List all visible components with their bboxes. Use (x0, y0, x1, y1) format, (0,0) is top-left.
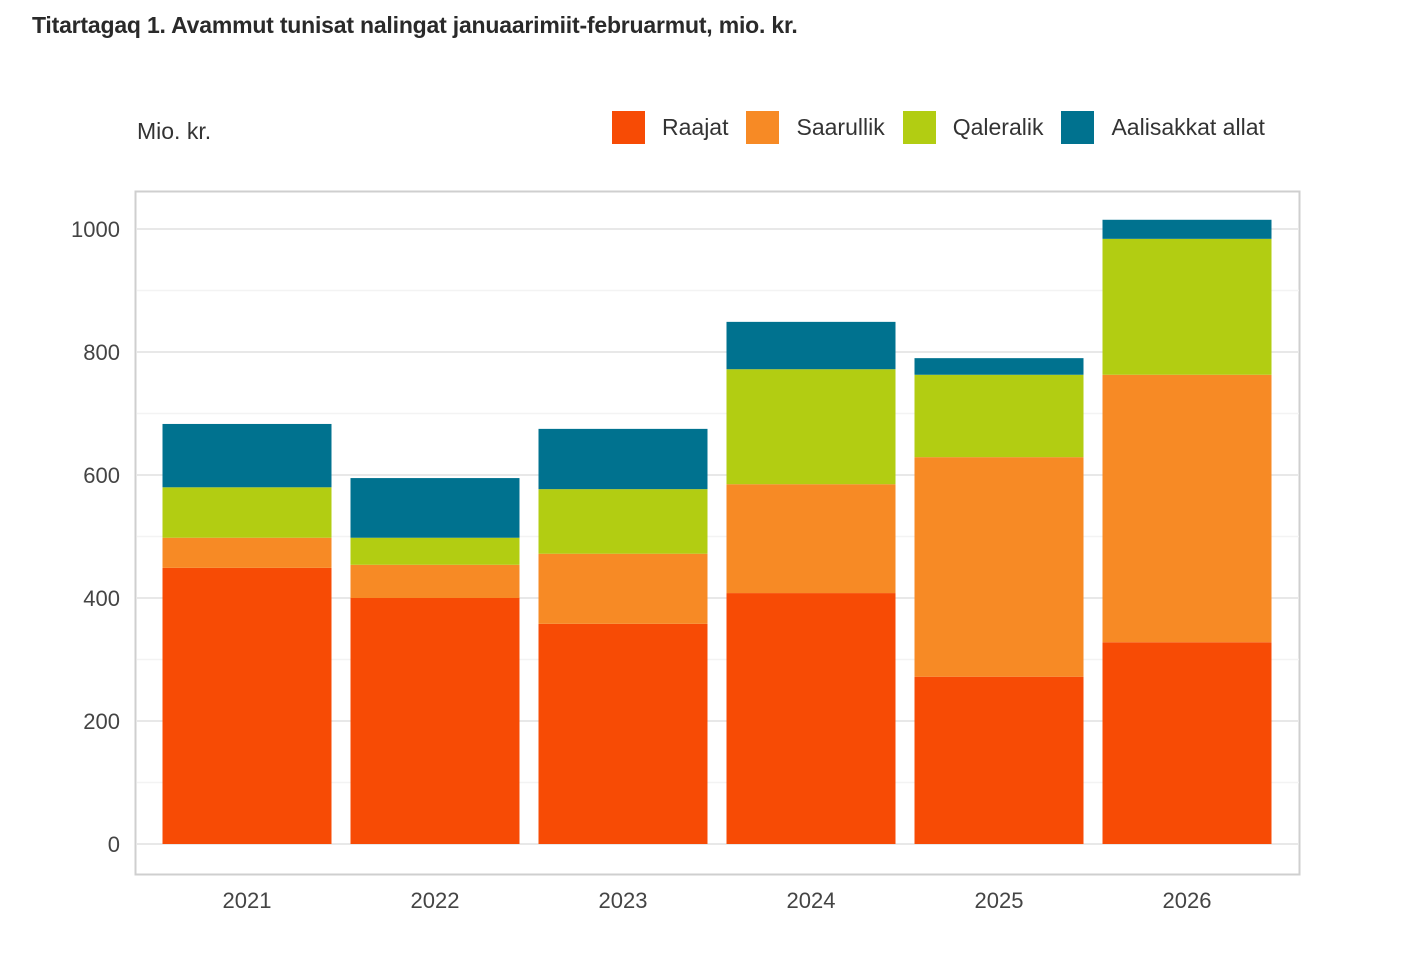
legend-swatch-aalisakkat-allat (1061, 111, 1095, 144)
bar-2021-raajat (162, 567, 332, 844)
bar-2024-aalisakkat-allat (726, 321, 896, 370)
y-tick-label: 1000 (71, 217, 120, 242)
bar-2021-qaleralik (162, 487, 332, 538)
x-tick-label: 2025 (975, 888, 1024, 913)
bar-2023-aalisakkat-allat (538, 428, 708, 490)
y-tick-label: 800 (83, 340, 120, 365)
x-tick-label: 2022 (411, 888, 460, 913)
y-tick-label: 200 (83, 709, 120, 734)
y-tick-labels: 0 200 400 600 800 1000 (71, 217, 120, 857)
bar-2024-raajat (726, 593, 896, 844)
y-tick-label: 0 (108, 832, 120, 857)
bar-2022-saarullik (350, 564, 520, 598)
bar-2025-raajat (914, 676, 1084, 844)
bar-2025-aalisakkat-allat (914, 358, 1084, 375)
y-tick-label: 600 (83, 463, 120, 488)
legend-swatch-raajat (612, 111, 645, 144)
bar-2021-saarullik (162, 537, 332, 568)
bar-2026-raajat (1102, 642, 1272, 844)
bars (162, 219, 1272, 844)
legend-swatch-qaleralik (902, 111, 936, 144)
bar-2022-qaleralik (350, 537, 520, 565)
bar-2025-saarullik (914, 457, 1084, 677)
legend-label-aalisakkat-allat: Aalisakkat allat (1111, 114, 1265, 140)
x-tick-labels: 2021 2022 2023 2024 2025 2026 (223, 888, 1212, 913)
legend: Raajat Saarullik Qaleralik Aalisakkat al… (612, 111, 1265, 144)
bar-2021-aalisakkat-allat (162, 423, 332, 488)
legend-swatch-saarullik (746, 111, 780, 144)
y-axis-label: Mio. kr. (137, 118, 212, 144)
legend-label-saarullik: Saarullik (796, 114, 885, 140)
bar-2023-saarullik (538, 553, 708, 624)
x-tick-label: 2023 (599, 888, 648, 913)
x-tick-label: 2026 (1163, 888, 1212, 913)
chart-title: Titartagaq 1. Avammut tunisat nalingat j… (32, 12, 798, 38)
bar-2023-qaleralik (538, 489, 708, 554)
legend-item-aalisakkat-allat: Aalisakkat allat (1061, 111, 1265, 144)
bar-2025-qaleralik (914, 374, 1084, 458)
bar-2022-aalisakkat-allat (350, 478, 520, 538)
bar-2023-raajat (538, 623, 708, 844)
bar-2026-aalisakkat-allat (1102, 219, 1272, 239)
bar-2024-saarullik (726, 484, 896, 594)
bar-2022-raajat (350, 598, 520, 844)
legend-item-raajat: Raajat (612, 111, 728, 144)
x-tick-label: 2024 (787, 888, 836, 913)
legend-label-qaleralik: Qaleralik (952, 114, 1044, 140)
bar-2024-qaleralik (726, 369, 896, 485)
legend-label-raajat: Raajat (662, 114, 729, 140)
legend-item-qaleralik: Qaleralik (902, 111, 1044, 144)
y-tick-label: 400 (83, 586, 120, 611)
legend-item-saarullik: Saarullik (746, 111, 885, 144)
bar-2026-saarullik (1102, 374, 1272, 643)
bar-2026-qaleralik (1102, 238, 1272, 375)
x-tick-label: 2021 (223, 888, 272, 913)
